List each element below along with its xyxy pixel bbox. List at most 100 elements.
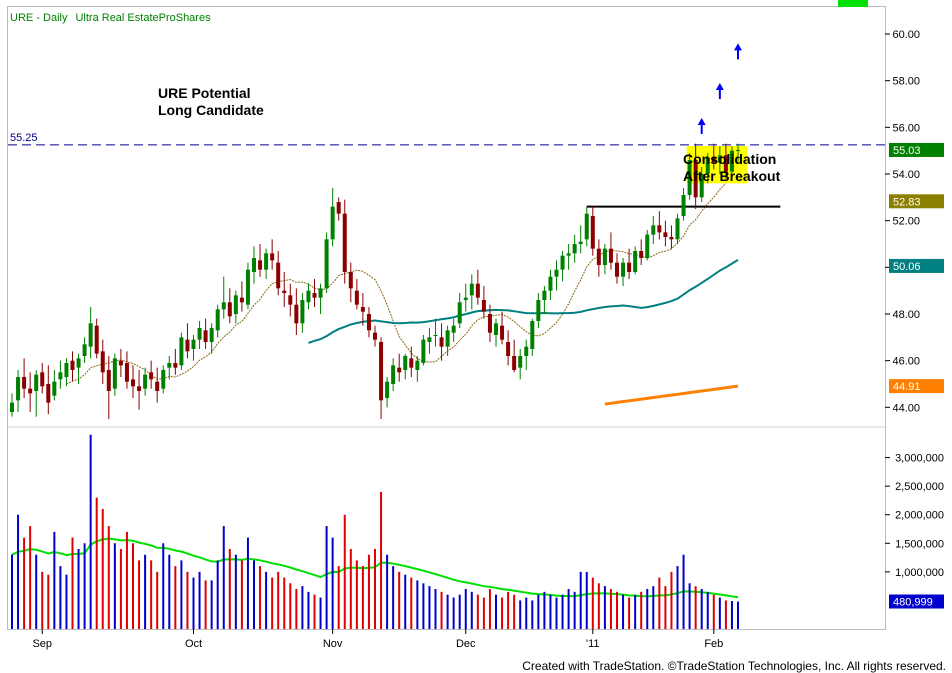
price-value-tag (889, 194, 944, 209)
candle-body (131, 379, 135, 387)
volume-bars (11, 434, 739, 629)
candle-body (64, 363, 69, 377)
candle-body (615, 262, 619, 277)
candle-body (342, 213, 347, 272)
candle-body (324, 239, 329, 289)
candle-body (530, 321, 535, 349)
candle-body (439, 337, 444, 347)
candle-body (584, 213, 589, 240)
candle-body (596, 248, 601, 265)
candle-body (124, 363, 129, 382)
candle-body (512, 356, 517, 370)
candle-body (475, 283, 480, 298)
candle-body (288, 295, 293, 305)
volume-tick-label: 3,000,000 (895, 453, 944, 465)
candle-body (639, 251, 644, 258)
candle-body (209, 328, 214, 342)
candle-body (481, 300, 486, 312)
candle-body (506, 342, 511, 356)
candle-body (729, 150, 734, 172)
candle-body (52, 381, 57, 396)
candlesticks (10, 143, 740, 419)
candle-body (112, 358, 117, 389)
candle-body (663, 232, 668, 237)
candle-body (16, 377, 21, 401)
price-tick-label: 56.00 (892, 122, 920, 134)
candle-body (360, 307, 365, 312)
candle-body (282, 290, 287, 293)
candle-body (191, 339, 196, 349)
axes-layer: 44.0046.0048.0050.0052.0054.0056.0058.00… (32, 29, 944, 650)
candle-body (318, 288, 323, 298)
price-value-tag-label: 50.06 (893, 261, 921, 273)
candle-body (88, 323, 93, 347)
candle-body (590, 216, 595, 249)
candle-body (22, 377, 27, 389)
volume-tick-label: 1,000,000 (895, 567, 944, 579)
price-value-tag-label: 52.83 (893, 196, 921, 208)
candle-body (469, 283, 474, 296)
candle-body (572, 244, 577, 254)
volume-tick-label: 2,500,000 (895, 481, 944, 493)
candle-body (602, 248, 607, 265)
date-tick-label: Nov (323, 638, 343, 650)
candle-body (94, 325, 99, 354)
candle-body (687, 160, 692, 195)
candle-body (336, 202, 341, 214)
candle-body (185, 339, 190, 352)
price-value-tag (889, 379, 944, 394)
candle-body (675, 218, 680, 240)
candle-body (736, 149, 740, 151)
candle-body (179, 337, 184, 366)
candle-body (518, 356, 523, 368)
candle-body (409, 358, 414, 368)
candle-body (58, 372, 63, 380)
price-tick-label: 54.00 (892, 169, 920, 181)
candle-body (300, 300, 305, 324)
candle-body (415, 360, 420, 370)
date-tick-label: Feb (704, 638, 723, 650)
candle-body (711, 157, 716, 163)
candle-body (457, 302, 462, 324)
moving-average-mid (308, 259, 739, 344)
candle-body (536, 300, 541, 321)
footer-credit: Created with TradeStation. ©TradeStation… (522, 659, 946, 673)
candle-body (294, 304, 299, 324)
candle-body (487, 314, 492, 333)
candle-body (306, 290, 311, 303)
price-tick-label: 46.00 (892, 356, 920, 368)
volume-tick-label: 2,000,000 (895, 510, 944, 522)
candle-body (76, 358, 81, 368)
candle-body (258, 260, 263, 270)
candle-body (693, 160, 698, 198)
candle-body (542, 290, 547, 300)
price-tick-label: 58.00 (892, 76, 920, 88)
candle-body (373, 332, 377, 340)
candle-body (554, 269, 559, 277)
candle-body (494, 323, 498, 335)
candle-body (723, 155, 728, 172)
candle-body (276, 262, 281, 289)
candle-body (227, 302, 232, 317)
candle-body (252, 258, 256, 272)
candle-body (173, 363, 178, 368)
candle-body (143, 374, 148, 389)
candle-body (354, 290, 359, 305)
up-arrow-head (715, 83, 724, 90)
candle-body (379, 342, 384, 401)
candle-body (403, 356, 408, 370)
candle-body (167, 363, 172, 368)
candle-body (608, 248, 613, 263)
candle-body (270, 253, 275, 261)
candle-body (699, 174, 704, 198)
candle-body (566, 253, 571, 256)
candle-body (627, 262, 632, 272)
up-arrow-head (697, 118, 706, 125)
candle-body (46, 384, 51, 403)
annotation-consolidation-line2: After Breakout (683, 168, 781, 184)
candle-body (385, 381, 390, 398)
candle-body (28, 388, 33, 394)
candle-body (433, 335, 438, 336)
date-tick-label: Sep (32, 638, 52, 650)
